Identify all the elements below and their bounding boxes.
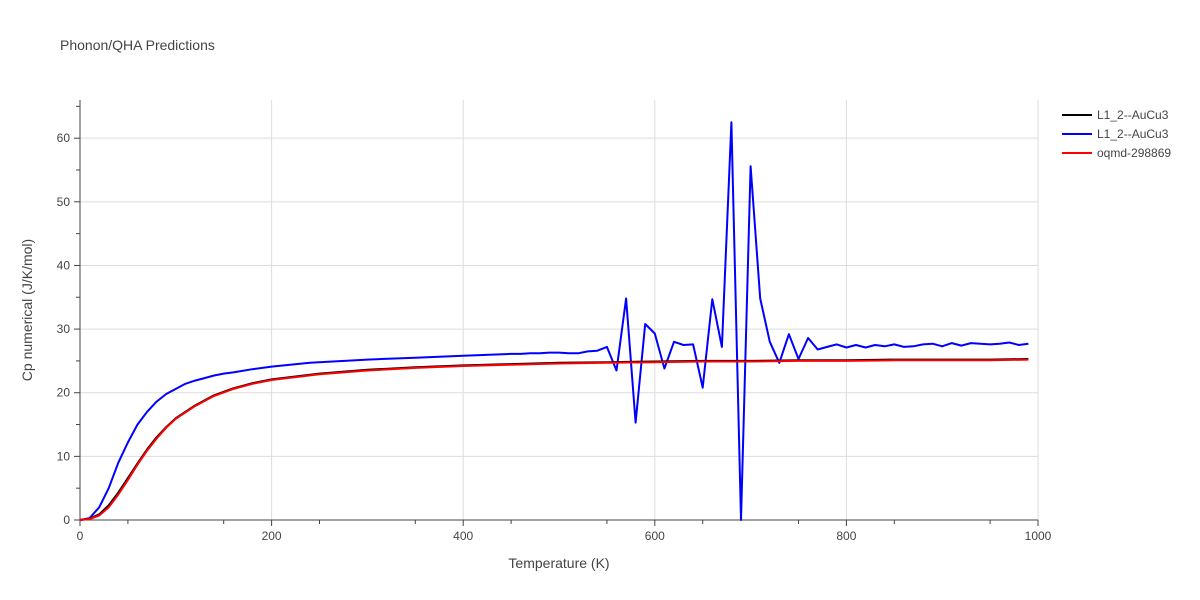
x-tick-label: 1000	[1025, 529, 1052, 543]
y-tick-label: 0	[63, 513, 70, 527]
y-tick-label: 60	[57, 131, 71, 145]
y-tick-label: 30	[57, 322, 71, 336]
legend-label[interactable]: oqmd-298869	[1097, 146, 1171, 160]
legend: L1_2--AuCu3 L1_2--AuCu3 oqmd-298869	[1062, 108, 1171, 160]
x-tick-label: 0	[77, 529, 84, 543]
x-tick-label: 400	[453, 529, 473, 543]
x-tick-label: 600	[645, 529, 665, 543]
y-tick-label: 10	[57, 449, 71, 463]
x-tick-label: 200	[262, 529, 282, 543]
series-line-1	[79, 121, 1029, 521]
y-tick-label: 50	[57, 195, 71, 209]
y-tick-label: 40	[57, 258, 71, 272]
series-line-2	[79, 358, 1029, 521]
series-line-0	[79, 358, 1029, 521]
chart-title: Phonon/QHA Predictions	[60, 37, 215, 53]
plot-area	[79, 121, 1029, 521]
x-tick-label: 800	[836, 529, 856, 543]
grid	[80, 100, 1039, 520]
axes: 0 200 400 600 800 1000 0 10 20 30 40 50 60	[57, 100, 1052, 543]
legend-label[interactable]: L1_2--AuCu3	[1097, 108, 1169, 122]
x-axis-title: Temperature (K)	[508, 555, 609, 571]
y-axis-title: Cp numerical (J/K/mol)	[19, 239, 35, 381]
y-tick-label: 20	[57, 386, 71, 400]
legend-label[interactable]: L1_2--AuCu3	[1097, 127, 1169, 141]
